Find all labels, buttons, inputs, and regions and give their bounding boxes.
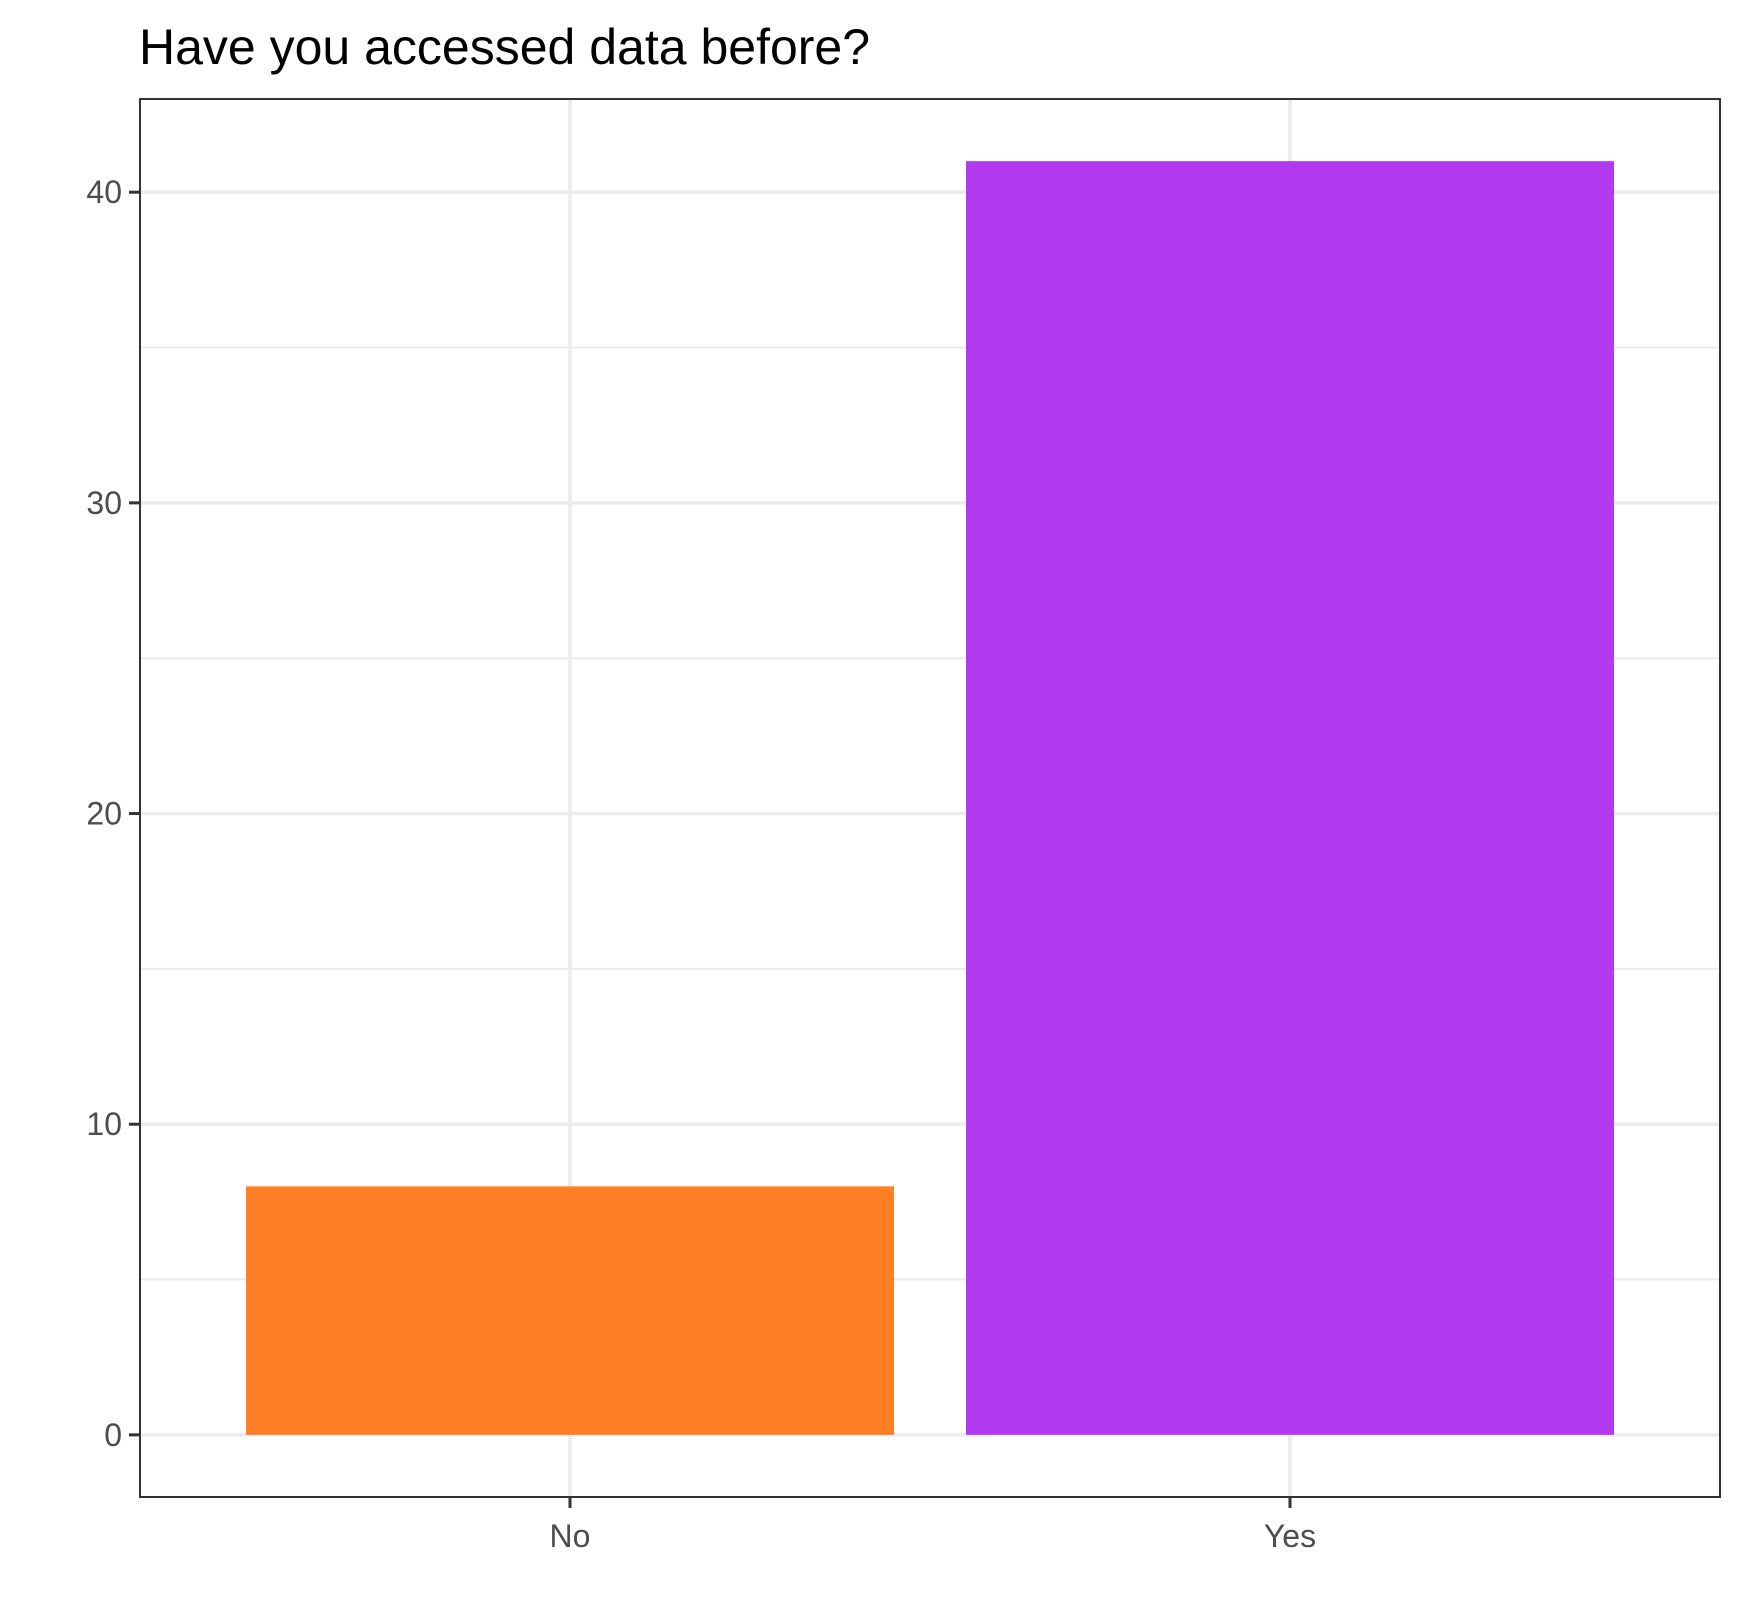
y-tick-label: 30 bbox=[86, 485, 122, 521]
y-tick-label: 20 bbox=[86, 796, 122, 832]
y-tick-label: 0 bbox=[104, 1417, 122, 1453]
y-tick-label: 10 bbox=[86, 1106, 122, 1142]
chart-title: Have you accessed data before? bbox=[139, 19, 870, 75]
bar-no bbox=[246, 1186, 894, 1435]
x-axis: No Yes bbox=[550, 1497, 1316, 1554]
x-tick-label: Yes bbox=[1264, 1518, 1316, 1554]
x-tick-label: No bbox=[550, 1518, 591, 1554]
y-tick-label: 40 bbox=[86, 174, 122, 210]
plot-panel-border bbox=[139, 98, 1721, 1498]
y-axis: 0 10 20 30 40 bbox=[86, 174, 140, 1453]
bars bbox=[246, 161, 1614, 1435]
bar-yes bbox=[966, 161, 1614, 1435]
